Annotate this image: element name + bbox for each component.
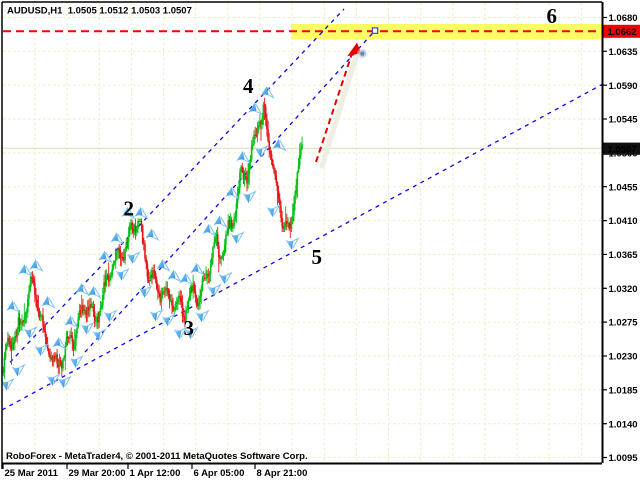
svg-text:2: 2: [124, 197, 135, 221]
svg-text:1.0140: 1.0140: [609, 419, 638, 430]
svg-text:1.0365: 1.0365: [609, 250, 639, 261]
svg-text:1.0230: 1.0230: [609, 352, 638, 363]
svg-text:4: 4: [243, 74, 254, 98]
svg-text:5: 5: [312, 245, 323, 269]
svg-text:8 Apr 21:00: 8 Apr 21:00: [257, 468, 308, 479]
svg-text:RoboForex - MetaTrader4, © 200: RoboForex - MetaTrader4, © 2001-2011 Met…: [6, 451, 308, 462]
svg-text:AUDUSD,H1 1.0505 1.0512 1.050: AUDUSD,H1 1.0505 1.0512 1.0503 1.0507: [7, 6, 192, 17]
svg-text:6: 6: [547, 4, 558, 28]
svg-text:29 Mar 20:00: 29 Mar 20:00: [69, 468, 126, 479]
svg-text:1.0635: 1.0635: [609, 47, 639, 58]
svg-text:1.0662: 1.0662: [608, 27, 637, 38]
svg-text:1.0507: 1.0507: [608, 144, 637, 155]
svg-text:1.0590: 1.0590: [609, 81, 638, 92]
svg-text:1.0680: 1.0680: [609, 13, 638, 24]
svg-text:1.0545: 1.0545: [609, 115, 639, 126]
svg-text:6 Apr 05:00: 6 Apr 05:00: [194, 468, 245, 479]
svg-text:1.0410: 1.0410: [609, 216, 638, 227]
svg-text:1.0320: 1.0320: [609, 284, 638, 295]
svg-text:1 Apr 12:00: 1 Apr 12:00: [130, 468, 181, 479]
svg-text:1.0275: 1.0275: [609, 318, 639, 329]
svg-text:3: 3: [184, 316, 195, 340]
svg-text:25 Mar 2011: 25 Mar 2011: [5, 468, 59, 479]
svg-text:1.0455: 1.0455: [609, 182, 639, 193]
svg-text:1.0185: 1.0185: [609, 385, 639, 396]
svg-text:1.0095: 1.0095: [609, 453, 639, 464]
